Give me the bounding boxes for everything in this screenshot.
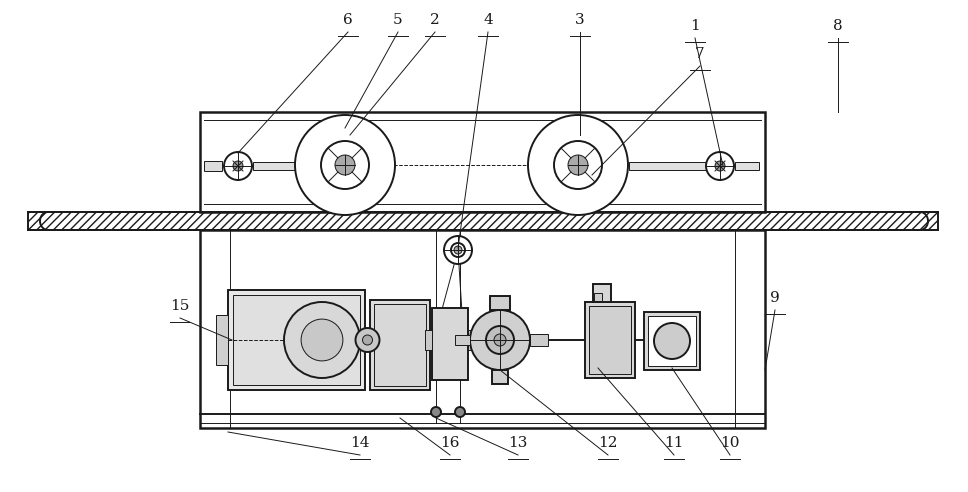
Circle shape — [321, 141, 369, 189]
Bar — [585, 302, 635, 378]
Text: 7: 7 — [695, 47, 705, 61]
Text: 8: 8 — [833, 19, 843, 33]
Bar — [228, 290, 365, 390]
Text: 12: 12 — [598, 436, 618, 450]
Text: 6: 6 — [343, 13, 353, 27]
Bar — [200, 112, 765, 212]
Text: 16: 16 — [440, 436, 460, 450]
Bar — [425, 330, 432, 350]
Circle shape — [284, 302, 360, 378]
Circle shape — [455, 407, 465, 417]
Bar — [644, 312, 700, 370]
Bar — [28, 212, 938, 230]
Circle shape — [301, 319, 343, 361]
Circle shape — [295, 115, 395, 215]
Bar — [370, 300, 430, 390]
Text: 3: 3 — [575, 13, 585, 27]
Text: 13: 13 — [508, 436, 528, 450]
Circle shape — [654, 323, 690, 359]
Text: 11: 11 — [664, 436, 683, 450]
Bar — [594, 293, 602, 301]
Bar — [648, 316, 696, 366]
Circle shape — [494, 334, 506, 346]
Circle shape — [431, 407, 441, 417]
Circle shape — [554, 141, 602, 189]
Circle shape — [528, 115, 628, 215]
Bar — [455, 335, 470, 345]
Circle shape — [568, 155, 588, 175]
Bar — [200, 230, 765, 428]
Circle shape — [362, 335, 373, 345]
Text: 5: 5 — [393, 13, 403, 27]
Bar — [492, 370, 508, 384]
Circle shape — [470, 310, 530, 370]
Circle shape — [444, 236, 472, 264]
Bar — [530, 334, 548, 346]
Text: 14: 14 — [350, 436, 370, 450]
Circle shape — [233, 161, 243, 171]
Bar — [204, 161, 222, 171]
Text: 10: 10 — [720, 436, 740, 450]
Bar — [216, 315, 228, 365]
Bar — [589, 306, 631, 374]
Bar — [374, 304, 426, 386]
Bar — [468, 330, 475, 350]
Bar — [490, 296, 510, 310]
Bar — [629, 162, 706, 170]
Bar — [735, 162, 759, 170]
Circle shape — [454, 246, 462, 254]
Circle shape — [706, 152, 734, 180]
Text: 1: 1 — [690, 19, 700, 33]
Circle shape — [355, 328, 379, 352]
Circle shape — [335, 155, 355, 175]
Bar — [432, 308, 468, 380]
Circle shape — [486, 326, 514, 354]
Circle shape — [715, 161, 725, 171]
Text: 2: 2 — [430, 13, 439, 27]
Bar — [253, 162, 295, 170]
Bar — [593, 284, 611, 302]
Text: 9: 9 — [771, 291, 780, 305]
Circle shape — [451, 243, 465, 257]
Circle shape — [224, 152, 252, 180]
Bar — [233, 295, 360, 385]
Text: 4: 4 — [483, 13, 493, 27]
Text: 15: 15 — [170, 299, 190, 313]
